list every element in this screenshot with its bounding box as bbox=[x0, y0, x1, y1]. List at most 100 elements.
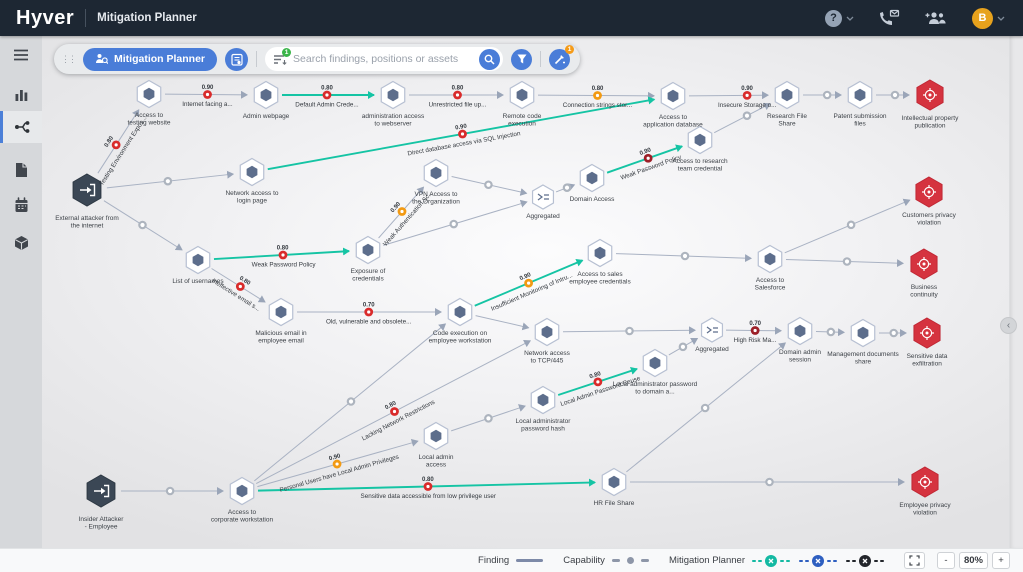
sidebar-item-assets[interactable] bbox=[0, 227, 42, 259]
capability-dot[interactable] bbox=[846, 220, 856, 230]
zoom-out-button[interactable]: - bbox=[936, 552, 955, 569]
sidebar-item-dashboard[interactable] bbox=[0, 78, 42, 110]
search-bar[interactable]: 1 bbox=[265, 47, 504, 71]
finding-dot[interactable] bbox=[390, 407, 399, 416]
node-net-login[interactable] bbox=[239, 157, 265, 187]
node-access-testing[interactable] bbox=[136, 79, 162, 109]
capability-dot[interactable] bbox=[890, 90, 900, 100]
finding-dot[interactable] bbox=[453, 90, 462, 100]
finding-dot[interactable] bbox=[203, 90, 212, 99]
finding-dot[interactable] bbox=[593, 377, 603, 387]
mitigation-planner-button[interactable]: Mitigation Planner bbox=[83, 47, 218, 71]
capability-dot[interactable] bbox=[678, 342, 688, 352]
expand-panel-button[interactable]: ‹ bbox=[1000, 317, 1017, 334]
finding-dot[interactable] bbox=[593, 91, 602, 100]
graph-canvas[interactable]: 0.90 Internet facing a... 0.80 Default Admi… bbox=[42, 36, 1009, 548]
capability-dot[interactable] bbox=[562, 183, 572, 192]
finding-dot[interactable] bbox=[332, 459, 342, 469]
finding-dot[interactable] bbox=[643, 153, 653, 163]
finding-dot[interactable] bbox=[235, 282, 245, 291]
capability-dot[interactable] bbox=[484, 414, 493, 423]
node-patent-files[interactable] bbox=[847, 80, 873, 110]
quick-actions-button[interactable]: 1 bbox=[549, 44, 575, 70]
capability-dot[interactable] bbox=[625, 326, 634, 336]
user-menu[interactable]: B bbox=[972, 7, 1005, 29]
graph-edge[interactable] bbox=[713, 102, 772, 134]
node-hr-share[interactable] bbox=[601, 467, 627, 497]
capability-dot[interactable] bbox=[163, 176, 173, 186]
node-tcp445[interactable] bbox=[534, 317, 560, 347]
node-da-session[interactable] bbox=[787, 316, 813, 346]
node-pw-domain[interactable] bbox=[642, 348, 668, 378]
sidebar-item-calendar[interactable] bbox=[0, 189, 42, 221]
node-admin-access-web[interactable] bbox=[380, 80, 406, 110]
node-salesforce[interactable] bbox=[757, 244, 783, 274]
finding-dot[interactable] bbox=[397, 207, 407, 216]
node-exfil[interactable] bbox=[913, 317, 941, 349]
finding-dot[interactable] bbox=[742, 90, 752, 100]
sidebar-item-attack-graph[interactable] bbox=[0, 111, 42, 143]
node-exposure[interactable] bbox=[355, 235, 381, 265]
sidebar-menu-button[interactable] bbox=[0, 39, 42, 71]
node-research-share[interactable] bbox=[774, 80, 800, 110]
node-domain-access[interactable] bbox=[579, 163, 605, 193]
search-input[interactable] bbox=[293, 53, 474, 65]
capability-dot[interactable] bbox=[765, 477, 774, 487]
finding-dot[interactable] bbox=[278, 250, 288, 260]
node-malicious-email[interactable] bbox=[268, 297, 294, 327]
finding-dot[interactable] bbox=[111, 140, 121, 150]
node-ip-pub[interactable] bbox=[916, 79, 944, 111]
graph-edge[interactable] bbox=[688, 91, 770, 100]
node-remote-code[interactable] bbox=[509, 80, 535, 110]
node-vpn[interactable] bbox=[423, 158, 449, 188]
node-la-access[interactable] bbox=[423, 421, 449, 451]
capability-dot[interactable] bbox=[138, 220, 147, 230]
node-insider[interactable] bbox=[86, 474, 116, 508]
finding-dot[interactable] bbox=[364, 307, 374, 317]
finding-dot[interactable] bbox=[322, 90, 332, 100]
node-emp-privacy[interactable] bbox=[911, 466, 939, 498]
finding-dot[interactable] bbox=[423, 482, 433, 491]
node-code-exec[interactable] bbox=[447, 297, 473, 327]
graph-edge[interactable] bbox=[475, 315, 530, 331]
node-ext-attacker[interactable] bbox=[72, 173, 102, 207]
finding-dot[interactable] bbox=[458, 129, 467, 139]
node-corp-ws[interactable] bbox=[229, 476, 255, 506]
capability-dot[interactable] bbox=[822, 90, 832, 100]
node-pw-hash[interactable] bbox=[530, 385, 556, 415]
capability-dot[interactable] bbox=[449, 219, 459, 229]
node-sales-creds[interactable] bbox=[587, 238, 613, 268]
fullscreen-button[interactable] bbox=[903, 552, 925, 569]
node-app-db[interactable] bbox=[660, 81, 686, 111]
capability-dot[interactable] bbox=[165, 486, 175, 496]
capability-dot[interactable] bbox=[826, 327, 836, 337]
node-cust-privacy[interactable] bbox=[915, 176, 943, 208]
capability-dot[interactable] bbox=[842, 257, 852, 266]
search-submit-button[interactable] bbox=[479, 48, 501, 70]
node-mgmt-docs[interactable] bbox=[850, 318, 876, 348]
sidebar-item-reports[interactable] bbox=[0, 154, 42, 186]
capability-dot[interactable] bbox=[742, 111, 752, 121]
capability-dot[interactable] bbox=[346, 397, 356, 406]
node-admin-webpage[interactable] bbox=[253, 80, 279, 110]
node-agg2[interactable] bbox=[700, 317, 724, 343]
invite-users-button[interactable] bbox=[924, 10, 948, 26]
capability-dot[interactable] bbox=[680, 251, 690, 261]
attack-graph[interactable]: 0.90 Internet facing a... 0.80 Default Admi… bbox=[42, 36, 1008, 548]
node-research-cred[interactable] bbox=[687, 125, 713, 155]
help-button[interactable]: ? bbox=[825, 9, 854, 27]
finding-dot[interactable] bbox=[750, 326, 760, 335]
filter-button[interactable] bbox=[511, 48, 533, 70]
contact-support-button[interactable] bbox=[878, 9, 900, 27]
drag-handle-icon[interactable]: ⋮⋮ bbox=[61, 53, 77, 64]
zoom-in-button[interactable]: + bbox=[992, 552, 1010, 569]
capability-dot[interactable] bbox=[484, 180, 493, 190]
node-agg1[interactable] bbox=[531, 184, 555, 210]
node-label: Customers privacy violation bbox=[902, 212, 957, 226]
board-view-button[interactable] bbox=[225, 47, 249, 71]
capability-dot[interactable] bbox=[700, 403, 710, 413]
node-biz-cont[interactable] bbox=[910, 248, 938, 280]
capability-dot[interactable] bbox=[889, 328, 899, 338]
finding-dot[interactable] bbox=[524, 278, 533, 288]
node-usernames[interactable] bbox=[185, 245, 211, 275]
